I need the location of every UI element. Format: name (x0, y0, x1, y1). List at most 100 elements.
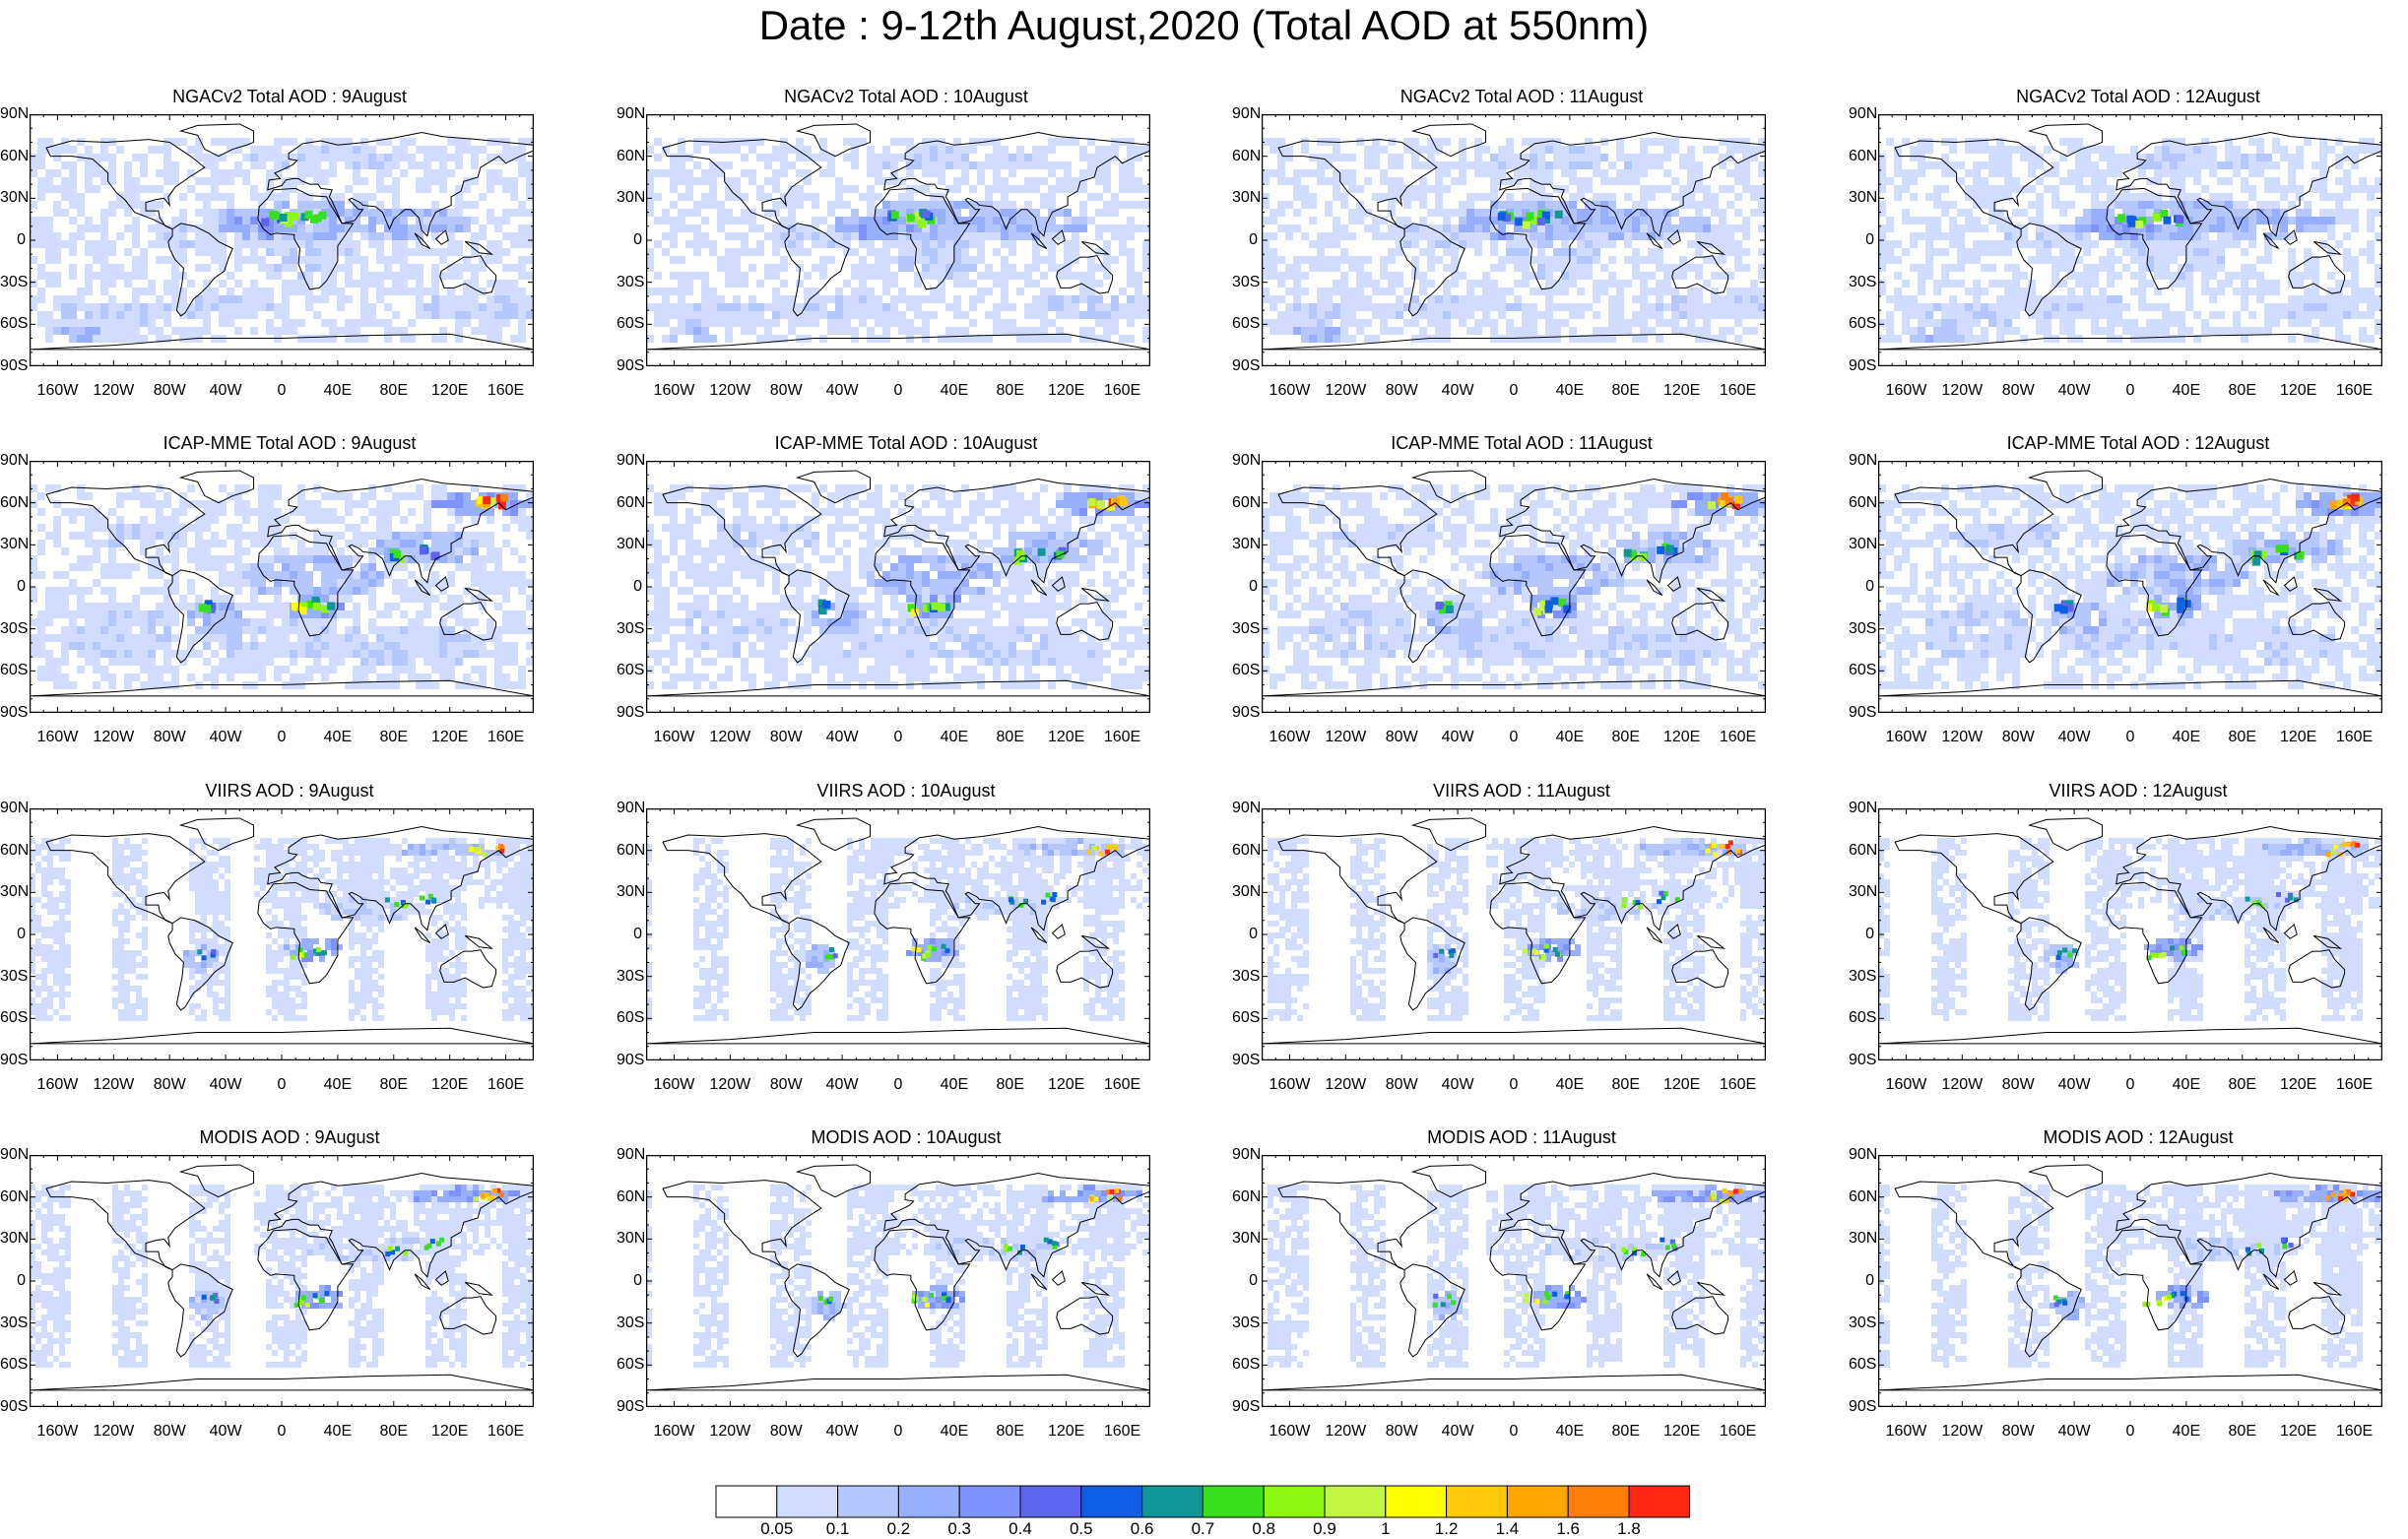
aod-map (1262, 461, 1766, 713)
coastline (1646, 1273, 1663, 1290)
lat-tick-label: 90S (0, 1398, 28, 1416)
lon-tick-label: 40W (1442, 382, 1474, 400)
coastline (167, 223, 233, 317)
coastline (1696, 1281, 1726, 1296)
coastline (883, 131, 1150, 237)
coastlines (30, 470, 534, 697)
coastline (2288, 602, 2346, 641)
lon-tick-label: 120W (709, 729, 750, 746)
lon-tick-label: 80E (2229, 1423, 2256, 1441)
lat-tick-label: 0 (1849, 231, 1874, 249)
coastline (1646, 579, 1663, 596)
coastline (662, 139, 822, 230)
coastline (1399, 223, 1465, 317)
coastline (178, 470, 255, 504)
lat-tick-label: 60S (1232, 315, 1260, 333)
lon-tick-label: 40W (1442, 729, 1474, 746)
panel-title: VIIRS AOD : 12August (1849, 781, 2408, 802)
coastline (1410, 470, 1487, 504)
tick-marks (1262, 808, 1766, 1060)
lon-tick-label: 0 (894, 729, 903, 746)
lat-tick-label: 90N (0, 452, 29, 470)
colorbar-label: 0.05 (760, 1519, 793, 1539)
aod-field (1878, 484, 2382, 689)
coastline (2283, 1270, 2298, 1286)
coastline (1489, 1228, 1587, 1331)
coastline (795, 123, 872, 158)
coastline (1051, 924, 1066, 939)
colorbar-swatch (715, 1485, 778, 1518)
lat-tick-label: 60N (1849, 842, 1877, 860)
colorbar-label: 0.9 (1313, 1519, 1336, 1539)
coastline (795, 817, 872, 852)
lat-tick-label: 0 (0, 1272, 26, 1290)
coastline (2283, 229, 2298, 245)
lon-tick-label: 40W (826, 729, 859, 746)
tick-marks (1878, 114, 2382, 366)
aod-field (30, 484, 534, 689)
lat-tick-label: 60N (1232, 148, 1261, 165)
lat-tick-label: 60S (1232, 662, 1260, 679)
panel-title: MODIS AOD : 12August (1849, 1127, 2408, 1148)
panel-title: NGACv2 Total AOD : 9August (0, 87, 579, 107)
aod-map (646, 808, 1150, 1060)
coastline (2027, 1164, 2104, 1198)
coastline (1056, 949, 1114, 989)
lon-tick-label: 160E (1104, 729, 1140, 746)
coastline (2115, 1172, 2382, 1278)
coastline (1878, 333, 2382, 351)
lat-tick-label: 60S (0, 315, 28, 333)
aod-map (30, 1155, 534, 1407)
lon-tick-label: 160E (1104, 382, 1140, 400)
lon-tick-label: 0 (2126, 1423, 2135, 1441)
colorbar-label: 1.4 (1496, 1519, 1520, 1539)
coastline (1894, 1180, 2054, 1271)
aod-field (1268, 1185, 1766, 1368)
aod-map (30, 808, 534, 1060)
lat-tick-label: 0 (0, 578, 26, 596)
lon-tick-label: 80E (2229, 382, 2256, 400)
lat-tick-label: 0 (617, 926, 642, 943)
lon-tick-label: 40E (1556, 729, 1584, 746)
coastline (45, 1180, 206, 1271)
map-panel: VIIRS AOD : 9August 90N 60N 30N 0 30S 60S 90S 16… (0, 781, 579, 1106)
lon-tick-label: 80E (1612, 382, 1640, 400)
aod-field (1878, 138, 2382, 343)
lat-tick-label: 90S (617, 1052, 644, 1069)
lon-tick-label: 0 (894, 382, 903, 400)
lon-tick-label: 40W (210, 382, 242, 400)
lat-tick-label: 30N (1232, 536, 1261, 553)
lon-tick-label: 80W (154, 1076, 186, 1094)
lat-tick-label: 60S (0, 1009, 28, 1027)
panel-title: NGACv2 Total AOD : 10August (617, 87, 1196, 107)
lon-tick-label: 80E (1612, 729, 1640, 746)
colorbar-swatch (1141, 1485, 1204, 1518)
lon-tick-label: 40W (1442, 1076, 1474, 1094)
coastline (646, 1027, 1150, 1045)
lat-tick-label: 90N (1232, 105, 1261, 123)
coastline (1262, 679, 1766, 697)
colorbar-label: 0.1 (826, 1519, 850, 1539)
lat-tick-label: 90S (1849, 357, 1876, 375)
colorbar-label: 0.3 (947, 1519, 971, 1539)
colorbar-label: 0.4 (1009, 1519, 1032, 1539)
lon-tick-label: 40E (324, 1076, 352, 1094)
coastline (874, 187, 971, 290)
lat-tick-label: 90S (0, 357, 28, 375)
coastline (2106, 187, 2203, 290)
lon-tick-label: 160W (1886, 729, 1927, 746)
tick-marks (1878, 808, 2382, 1060)
colorbar-swatch (897, 1485, 960, 1518)
lon-tick-label: 0 (1510, 729, 1519, 746)
coastline (1696, 240, 1726, 255)
colorbar-label: 1.8 (1617, 1519, 1641, 1539)
coastline (1666, 924, 1681, 939)
colorbar-swatch (1202, 1485, 1265, 1518)
coastline (795, 1164, 872, 1198)
lon-tick-label: 40W (2058, 729, 2091, 746)
coastline (414, 1273, 431, 1290)
lat-tick-label: 0 (1232, 578, 1258, 596)
lat-tick-label: 60S (1232, 1009, 1260, 1027)
lat-tick-label: 60S (617, 1009, 644, 1027)
coastline (267, 825, 534, 931)
